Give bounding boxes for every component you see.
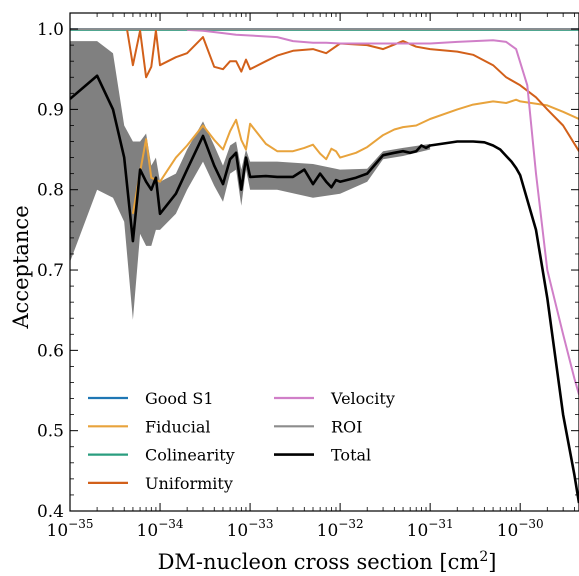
x-tick-label-base: 10	[227, 521, 249, 541]
legend-label-velocity: Velocity	[330, 389, 395, 408]
x-axis-title-sup: 2	[479, 549, 488, 565]
x-axis-title: DM-nucleon cross section [cm2]	[158, 549, 497, 574]
x-tick-label: 10−32	[317, 517, 364, 541]
y-tick-label: 1.0	[37, 20, 64, 40]
series-line-fiducial	[131, 98, 579, 214]
y-tick-label: 0.9	[37, 100, 64, 120]
legend-label-colinearity: Colinearity	[145, 446, 235, 465]
x-axis-title-end: ]	[488, 550, 496, 574]
plot-frame	[69, 12, 579, 512]
legend-label-total: Total	[331, 446, 371, 465]
y-tick-label: 0.4	[37, 502, 64, 522]
y-axis-title: Acceptance	[9, 205, 33, 329]
x-tick-label-base: 10	[497, 521, 519, 541]
x-tick-label-exponent: −31	[428, 517, 453, 531]
plot-inner	[70, 28, 579, 504]
x-tick-label: 10−30	[497, 517, 544, 541]
x-axis-title-main: DM-nucleon cross section [cm	[158, 550, 480, 574]
y-tick-label: 0.7	[37, 261, 64, 281]
x-tick-label-exponent: −35	[68, 517, 93, 531]
legend-label-good-s1: Good S1	[145, 389, 214, 408]
axes: 0.40.50.60.70.80.91.010−35 10−34 10−33 10−3…	[37, 12, 579, 541]
series-line-total	[70, 74, 579, 504]
x-tick-label-base: 10	[317, 521, 339, 541]
x-tick-label-exponent: −30	[518, 517, 543, 531]
legend: Good S1 Fiducial Colinearity Uniformity Velo…	[88, 389, 395, 493]
x-tick-label-base: 10	[137, 521, 159, 541]
x-tick-label-exponent: −33	[248, 517, 273, 531]
x-tick-label-base: 10	[47, 521, 69, 541]
legend-label-uniformity: Uniformity	[145, 474, 233, 493]
legend-label-fiducial: Fiducial	[145, 417, 211, 436]
x-tick-label: 10−34	[137, 517, 184, 541]
series-line-uniformity	[126, 28, 579, 152]
total-uncertainty-band	[70, 41, 431, 320]
series-line-velocity	[187, 28, 579, 395]
x-tick-label-base: 10	[407, 521, 429, 541]
y-tick-label: 0.8	[37, 181, 64, 201]
x-tick-label: 10−31	[407, 517, 454, 541]
x-tick-label: 10−35	[47, 517, 94, 541]
x-tick-label-exponent: −32	[338, 517, 363, 531]
x-tick-label: 10−33	[227, 517, 274, 541]
y-tick-label: 0.5	[37, 422, 64, 442]
plot-area	[70, 28, 579, 504]
legend-label-roi: ROI	[331, 417, 362, 436]
y-tick-label: 0.6	[37, 341, 64, 361]
x-tick-label-exponent: −34	[158, 517, 184, 531]
